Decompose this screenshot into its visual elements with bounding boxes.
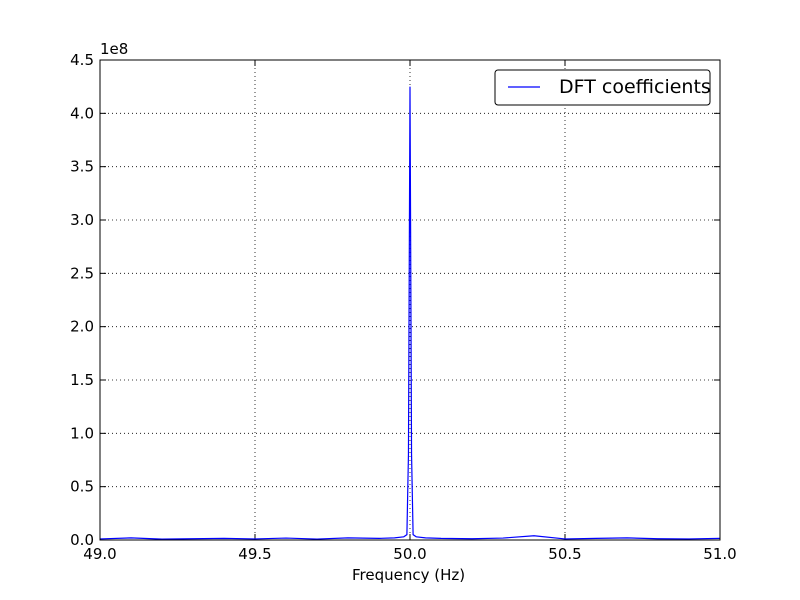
y-offset-label: 1e8 bbox=[100, 40, 128, 58]
y-tick-label: 1.0 bbox=[70, 424, 94, 442]
y-tick-label: 0.5 bbox=[70, 478, 94, 496]
y-tick-label: 0.0 bbox=[70, 531, 94, 549]
legend-box bbox=[494, 69, 711, 106]
y-tick-label: 3.0 bbox=[70, 211, 94, 229]
x-tick-label: 49.5 bbox=[238, 545, 271, 563]
y-tick-label: 3.5 bbox=[70, 158, 94, 176]
y-tick-label: 4.5 bbox=[70, 51, 94, 69]
y-tick-label: 1.5 bbox=[70, 371, 94, 389]
x-tick-label: 50.5 bbox=[548, 545, 581, 563]
x-tick-label: 49.0 bbox=[83, 545, 116, 563]
y-tick-label: 4.0 bbox=[70, 104, 94, 122]
data-line bbox=[99, 86, 721, 540]
x-axis-label: Frequency (Hz) bbox=[352, 566, 465, 584]
x-tick-label: 51.0 bbox=[703, 545, 736, 563]
x-tick-label: 50.0 bbox=[393, 545, 426, 563]
plot-frame bbox=[99, 59, 721, 541]
y-tick-label: 2.5 bbox=[70, 264, 94, 282]
legend-label: DFT coefficients bbox=[559, 76, 711, 98]
y-tick-label: 2.0 bbox=[70, 318, 94, 336]
